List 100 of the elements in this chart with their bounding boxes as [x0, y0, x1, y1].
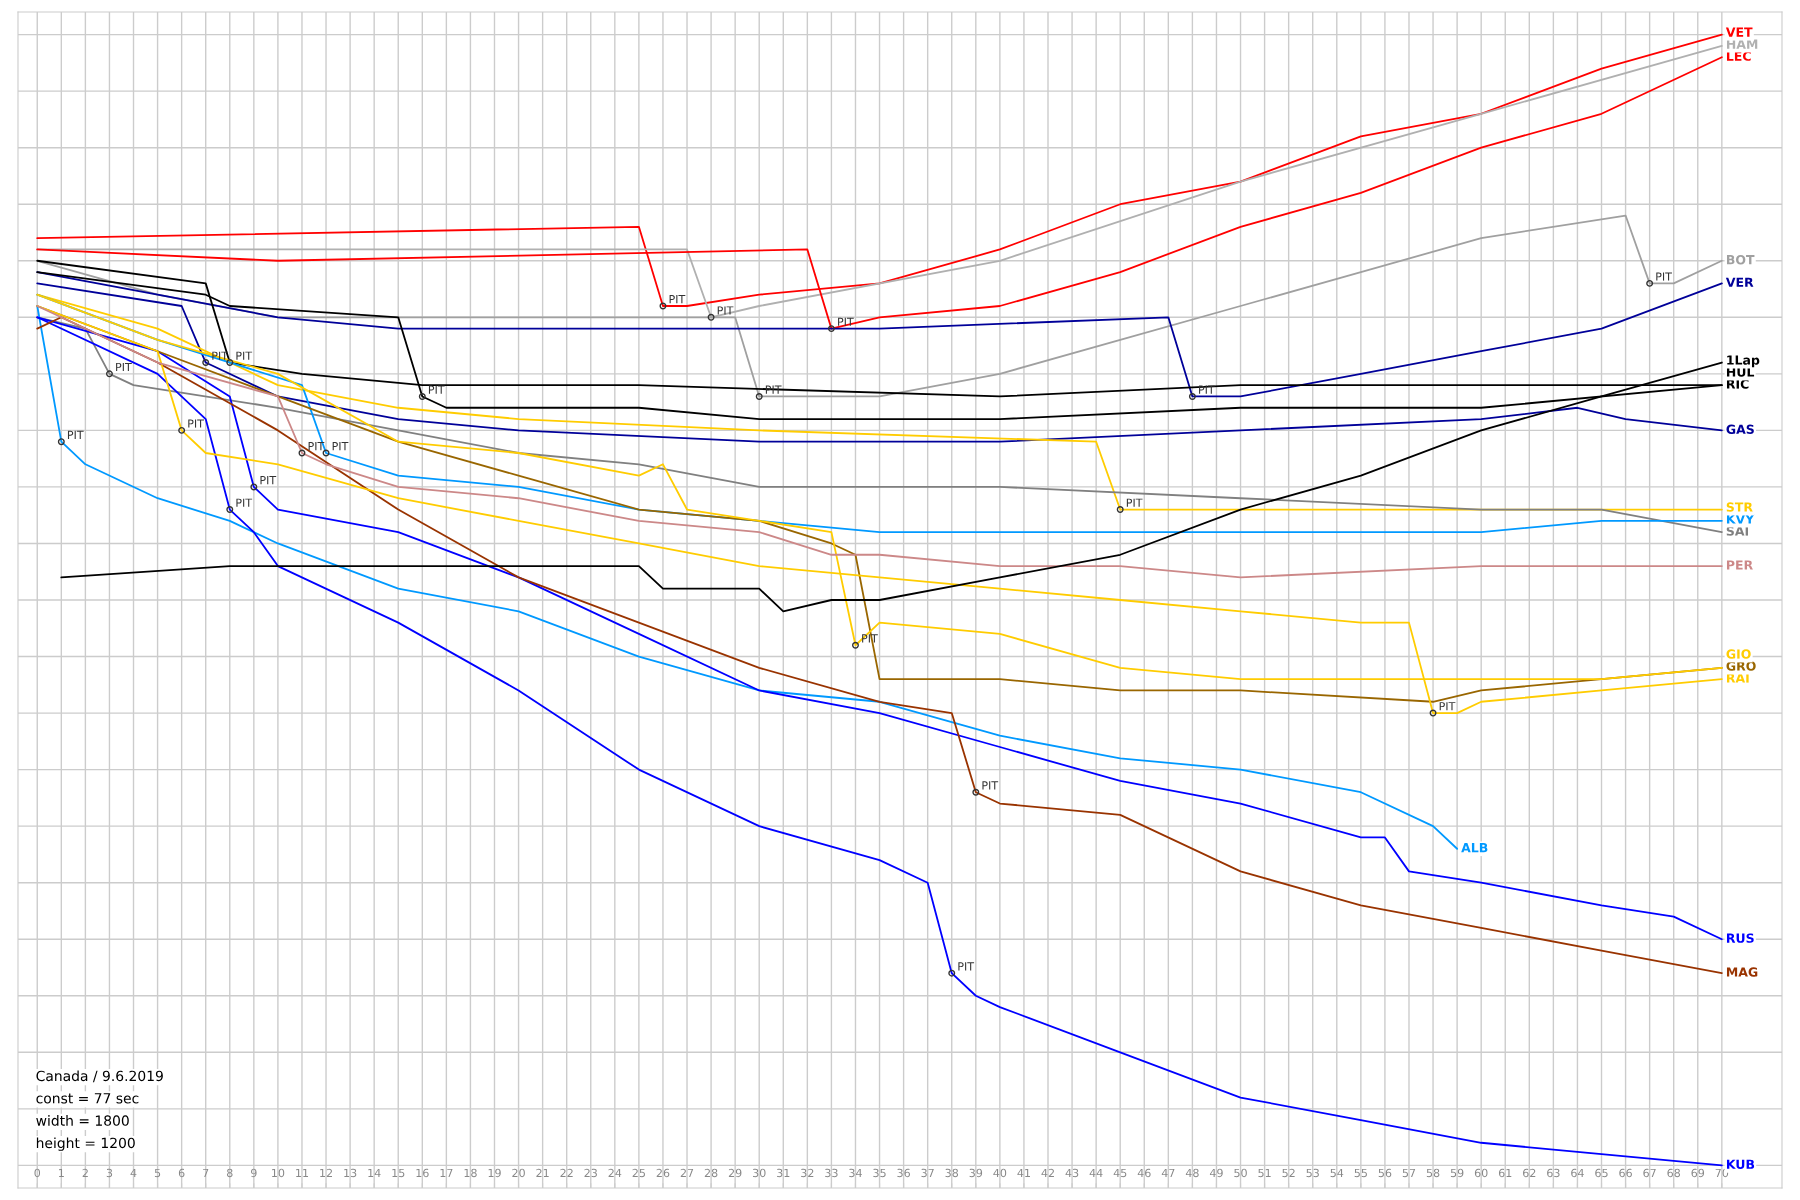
x-tick-label: 45: [1113, 1168, 1127, 1178]
x-tick-label: 23: [584, 1168, 597, 1178]
x-tick-label: 30: [752, 1168, 766, 1178]
x-tick-label: 39: [969, 1168, 983, 1178]
x-tick-label: 14: [368, 1168, 381, 1177]
series-label: VER: [1725, 277, 1754, 287]
x-tick-label: 55: [1354, 1168, 1367, 1178]
x-tick-label: 60: [1474, 1168, 1488, 1178]
x-tick-label: 46: [1137, 1168, 1151, 1178]
x-tick-label: 18: [464, 1168, 477, 1178]
x-tick-label: 26: [656, 1168, 670, 1178]
annotation: const = 77 sec: [36, 1093, 139, 1104]
x-tick-label: 33: [825, 1168, 838, 1178]
x-tick-label: 12: [320, 1168, 332, 1177]
x-tick-label: 0: [34, 1168, 41, 1178]
x-tick-label: 2: [82, 1168, 88, 1177]
series-label: RUS: [1726, 933, 1754, 943]
x-tick-label: 16: [416, 1168, 429, 1178]
x-tick-label: 52: [1282, 1168, 1295, 1178]
x-tick-label: 13: [344, 1168, 357, 1178]
x-tick-label: 3: [106, 1168, 113, 1178]
x-tick-label: 68: [1667, 1168, 1681, 1178]
x-tick-label: 38: [945, 1168, 959, 1178]
x-tick-label: 41: [1017, 1168, 1030, 1177]
annotation: PIT: [188, 419, 204, 428]
annotation: PIT: [236, 498, 253, 507]
x-tick-label: 69: [1691, 1168, 1705, 1178]
annotation: PIT: [67, 430, 84, 439]
series-label: 1Lap: [1727, 355, 1760, 368]
x-tick-label: 25: [632, 1168, 645, 1178]
x-tick-label: 65: [1595, 1168, 1608, 1178]
x-tick-label: 29: [728, 1168, 742, 1178]
x-tick-label: 59: [1450, 1168, 1464, 1178]
series-label: GAS: [1726, 424, 1754, 435]
annotation: PIT: [717, 306, 734, 315]
annotation: PIT: [1656, 272, 1672, 281]
annotation: PIT: [765, 385, 782, 394]
annotation: PIT: [236, 351, 253, 360]
x-tick-label: 67: [1643, 1168, 1656, 1178]
series-label: GIO: [1726, 649, 1751, 659]
x-tick-label: 20: [512, 1168, 525, 1178]
series-label: BOT: [1726, 254, 1755, 265]
x-tick-label: 9: [251, 1168, 257, 1178]
x-tick-label: 4: [130, 1168, 137, 1177]
annotation: PIT: [982, 781, 999, 790]
x-tick-label: 49: [1209, 1168, 1223, 1178]
x-tick-label: 53: [1306, 1168, 1319, 1178]
series-label: ALB: [1461, 843, 1488, 853]
x-tick-label: 51: [1258, 1168, 1271, 1178]
x-tick-label: 6: [178, 1168, 185, 1178]
x-tick-label: 43: [1065, 1168, 1079, 1178]
x-tick-label: 63: [1547, 1168, 1560, 1178]
series-label: KUB: [1726, 1159, 1755, 1170]
annotation: PIT: [332, 442, 349, 451]
x-tick-label: 37: [921, 1168, 934, 1178]
x-tick-label: 11: [296, 1168, 309, 1177]
x-tick-label: 62: [1523, 1168, 1536, 1178]
x-tick-label: 58: [1426, 1168, 1440, 1178]
annotation: PIT: [669, 295, 686, 304]
x-tick-label: 50: [1234, 1168, 1247, 1178]
x-tick-label: 64: [1571, 1168, 1584, 1178]
series-label: MAG: [1726, 967, 1758, 977]
x-tick-label: 35: [873, 1168, 886, 1178]
x-tick-label: 48: [1185, 1168, 1199, 1178]
annotation: Canada / 9.6.2019: [36, 1070, 163, 1083]
x-tick-label: 5: [154, 1168, 161, 1178]
annotation: PIT: [1126, 498, 1143, 507]
x-tick-label: 47: [1161, 1168, 1175, 1177]
x-tick-label: 27: [680, 1168, 694, 1177]
x-tick-label: 56: [1378, 1168, 1392, 1178]
x-tick-label: 57: [1402, 1168, 1416, 1178]
x-tick-label: 10: [272, 1168, 285, 1178]
x-tick-label: 21: [536, 1168, 549, 1177]
series-label: PER: [1726, 560, 1753, 570]
x-tick-label: 19: [488, 1168, 501, 1178]
annotation: PIT: [260, 476, 277, 485]
annotation: width = 1800: [36, 1115, 129, 1126]
x-tick-label: 8: [226, 1168, 233, 1178]
x-tick-label: 31: [777, 1168, 790, 1178]
x-tick-label: 1: [59, 1168, 64, 1177]
x-tick-label: 7: [203, 1168, 209, 1177]
x-tick-label: 42: [1041, 1168, 1054, 1177]
x-tick-label: 15: [392, 1168, 405, 1178]
x-tick-label: 40: [993, 1168, 1007, 1178]
annotation: height = 1200: [36, 1137, 135, 1151]
x-tick-label: 54: [1330, 1168, 1344, 1178]
annotation: PIT: [116, 362, 132, 372]
series-label: STR: [1726, 502, 1753, 512]
x-tick-label: 34: [849, 1168, 862, 1178]
x-tick-label: 17: [440, 1168, 453, 1177]
annotation: PIT: [1199, 385, 1215, 394]
x-tick-label: 44: [1089, 1168, 1103, 1177]
series-label: RAI: [1726, 673, 1749, 683]
annotation: PIT: [428, 385, 445, 394]
series-label: VET: [1725, 27, 1753, 37]
x-tick-label: 28: [704, 1168, 718, 1178]
x-tick-label: 22: [560, 1168, 573, 1177]
x-tick-label: 66: [1619, 1168, 1632, 1178]
x-tick-label: 24: [608, 1168, 622, 1177]
x-tick-label: 61: [1498, 1168, 1512, 1178]
